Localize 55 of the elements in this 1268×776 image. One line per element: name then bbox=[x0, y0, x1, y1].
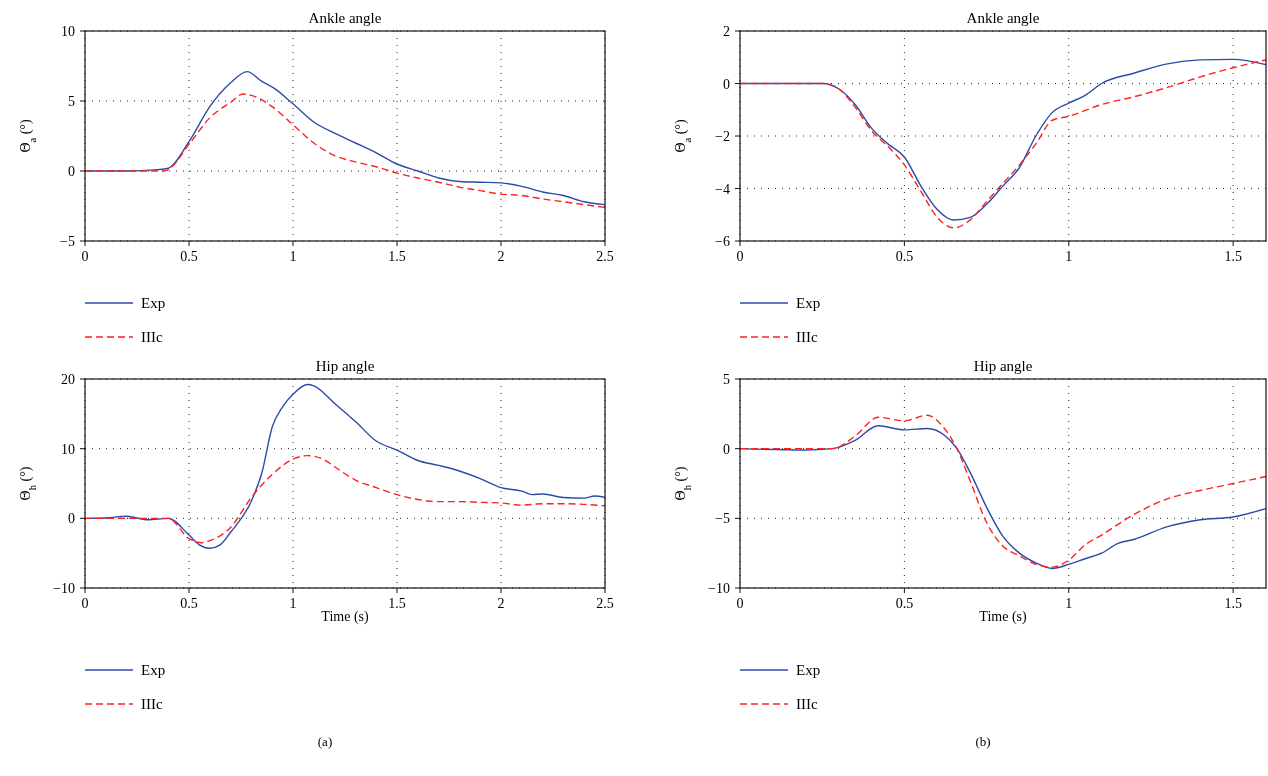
y-tick-label: −6 bbox=[715, 234, 730, 249]
x-tick-label: 1 bbox=[289, 596, 297, 611]
line-series bbox=[84, 454, 606, 544]
y-tick-label: −10 bbox=[53, 581, 75, 596]
x-tick-label: 1 bbox=[1065, 249, 1073, 264]
x-axis-title: Time (s) bbox=[979, 609, 1027, 625]
y-tick-label: −5 bbox=[60, 234, 75, 249]
x-tick-label: 2.5 bbox=[596, 596, 614, 611]
x-tick-label: 0.5 bbox=[180, 596, 198, 611]
chart-title: Ankle angle bbox=[966, 10, 1040, 26]
x-tick-label: 1.5 bbox=[388, 596, 406, 611]
x-tick-label: 1.5 bbox=[1224, 249, 1242, 264]
line-series bbox=[84, 93, 606, 209]
legend-label: IIIc bbox=[796, 696, 818, 712]
y-tick-label: 5 bbox=[723, 372, 730, 387]
y-tick-label: 10 bbox=[61, 441, 75, 457]
text: (b) bbox=[975, 734, 991, 749]
x-tick-label: 2.5 bbox=[596, 249, 614, 264]
y-tick-label: −4 bbox=[715, 181, 730, 197]
x-tick-label: 2 bbox=[497, 249, 505, 264]
y-tick-label: 5 bbox=[68, 94, 75, 109]
y-tick-label: −10 bbox=[708, 581, 730, 596]
y-tick-label: 10 bbox=[61, 24, 75, 39]
x-tick-label: 0 bbox=[736, 596, 744, 611]
x-tick-label: 1.5 bbox=[388, 249, 406, 264]
y-tick-label: 0 bbox=[68, 511, 75, 527]
x-tick-label: 0.5 bbox=[895, 249, 914, 264]
legend-label: IIIc bbox=[141, 696, 163, 712]
x-tick-label: 0.5 bbox=[180, 249, 198, 264]
x-axis-title: Time (s) bbox=[321, 609, 369, 625]
x-tick-label: 1 bbox=[289, 249, 297, 264]
legend-label: Exp bbox=[796, 662, 821, 678]
y-tick-label: −2 bbox=[715, 129, 730, 144]
x-tick-label: 1.5 bbox=[1224, 596, 1242, 611]
x-tick-label: 0.5 bbox=[895, 596, 914, 611]
text: (a) bbox=[317, 734, 333, 749]
y-tick-label: 0 bbox=[68, 164, 75, 179]
chart-title: Hip angle bbox=[315, 358, 375, 374]
x-tick-label: 2 bbox=[497, 596, 505, 611]
chart-title: Ankle angle bbox=[308, 10, 382, 26]
y-tick-label: 0 bbox=[723, 76, 730, 92]
legend-label: Exp bbox=[141, 662, 166, 678]
legend-label: IIIc bbox=[796, 329, 818, 345]
y-tick-label: 20 bbox=[61, 372, 75, 387]
x-tick-label: 0 bbox=[81, 249, 89, 264]
y-tick-label: 0 bbox=[723, 441, 730, 457]
legend-label: Exp bbox=[796, 295, 821, 311]
legend-label: Exp bbox=[141, 295, 166, 311]
y-tick-label: 2 bbox=[723, 24, 730, 39]
x-tick-label: 1 bbox=[1065, 596, 1073, 611]
chart-title: Hip angle bbox=[973, 358, 1033, 374]
legend-label: IIIc bbox=[141, 329, 163, 345]
x-tick-label: 0 bbox=[81, 596, 89, 611]
y-tick-label: −5 bbox=[715, 511, 730, 527]
x-tick-label: 0 bbox=[736, 249, 744, 264]
